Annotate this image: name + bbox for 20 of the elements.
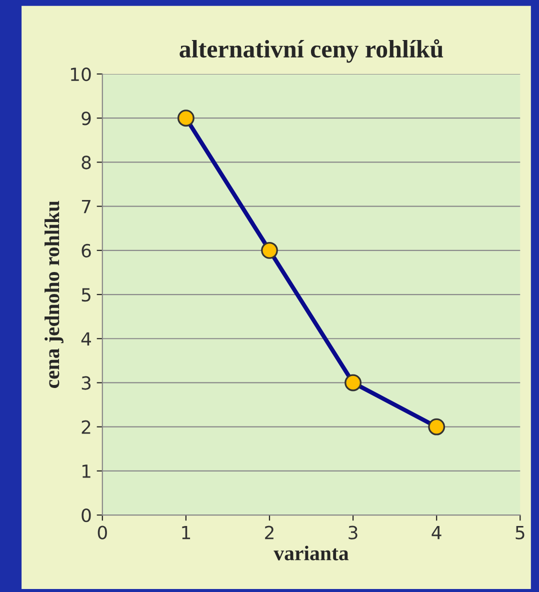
x-tick-label: 0 — [98, 526, 107, 540]
y-tick-label: 3 — [82, 376, 91, 390]
y-tick-label: 7 — [82, 200, 90, 214]
y-tick-label: 6 — [82, 244, 91, 258]
x-tick-label: 2 — [265, 526, 274, 540]
y-tick-label: 5 — [82, 288, 90, 302]
y-tick-label: 4 — [81, 332, 91, 346]
x-tick-label: 1 — [182, 526, 190, 540]
x-tick-label: 3 — [348, 526, 358, 540]
y-tick-label: 10 — [71, 67, 91, 82]
y-tick-label: 8 — [82, 156, 91, 170]
y-tick-label: 0 — [82, 508, 91, 522]
y-tick-label: 1 — [82, 464, 90, 478]
y-tick-label: 2 — [82, 420, 90, 434]
y-axis-title: cena jednoho rohlíku — [44, 200, 64, 388]
x-axis-title: varianta — [274, 546, 349, 560]
x-tick-label: 5 — [516, 526, 524, 540]
y-tick-label: 9 — [82, 112, 91, 126]
chart-title: alternativní ceny rohlíků — [180, 39, 444, 63]
x-tick-label: 4 — [432, 526, 442, 540]
